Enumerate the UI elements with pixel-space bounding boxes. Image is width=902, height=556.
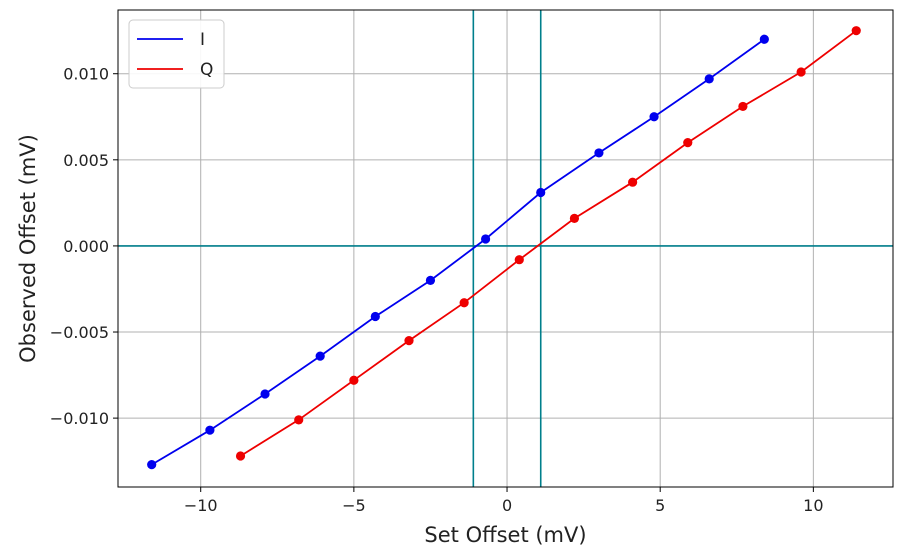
data-point-q xyxy=(459,298,469,308)
x-ticks: −10 −5 0 5 10 xyxy=(184,487,824,515)
legend-label: Q xyxy=(200,60,213,80)
x-axis-label: Set Offset (mV) xyxy=(424,523,586,547)
data-point-i xyxy=(480,234,491,244)
data-series xyxy=(147,26,861,470)
data-point-q xyxy=(569,213,580,223)
data-point-i xyxy=(370,311,380,322)
series-line-q xyxy=(240,29,857,457)
grid xyxy=(118,10,893,487)
y-tick-label: 0.005 xyxy=(63,151,109,170)
data-point-i xyxy=(315,351,325,361)
data-point-i xyxy=(759,34,769,44)
data-point-q xyxy=(738,101,748,112)
data-point-i xyxy=(536,187,546,198)
x-tick-label: 0 xyxy=(502,496,512,515)
y-tick-label: 0.010 xyxy=(63,65,109,84)
data-point-q xyxy=(796,67,806,77)
data-point-i xyxy=(649,112,659,122)
y-ticks: −0.010 −0.005 0.000 0.005 0.010 xyxy=(50,65,118,428)
y-tick-label: −0.005 xyxy=(50,323,109,342)
data-point-q xyxy=(294,415,304,425)
data-point-q xyxy=(683,137,693,148)
y-axis-label: Observed Offset (mV) xyxy=(16,134,40,363)
legend: IQ xyxy=(128,19,225,89)
y-tick-label: 0.000 xyxy=(63,237,109,256)
series-line-i xyxy=(151,38,765,466)
y-tick-label: −0.010 xyxy=(50,409,109,428)
legend-label: I xyxy=(200,30,205,50)
data-point-i xyxy=(205,425,215,435)
data-point-q xyxy=(235,451,246,461)
data-point-i xyxy=(147,460,157,470)
legend-box xyxy=(128,19,225,89)
reference-lines xyxy=(118,10,893,487)
data-point-q xyxy=(628,177,638,187)
data-point-i xyxy=(260,389,270,399)
x-tick-label: −10 xyxy=(184,496,218,515)
data-point-q xyxy=(851,26,861,36)
data-point-q xyxy=(404,336,414,346)
x-tick-label: 5 xyxy=(655,496,665,515)
data-point-i xyxy=(704,74,714,84)
data-point-q xyxy=(514,255,524,265)
plot-frame xyxy=(117,9,894,488)
x-tick-label: −5 xyxy=(342,496,366,515)
data-point-q xyxy=(349,375,359,385)
data-point-i xyxy=(425,275,436,285)
x-tick-label: 10 xyxy=(803,496,823,515)
data-point-i xyxy=(594,148,604,158)
